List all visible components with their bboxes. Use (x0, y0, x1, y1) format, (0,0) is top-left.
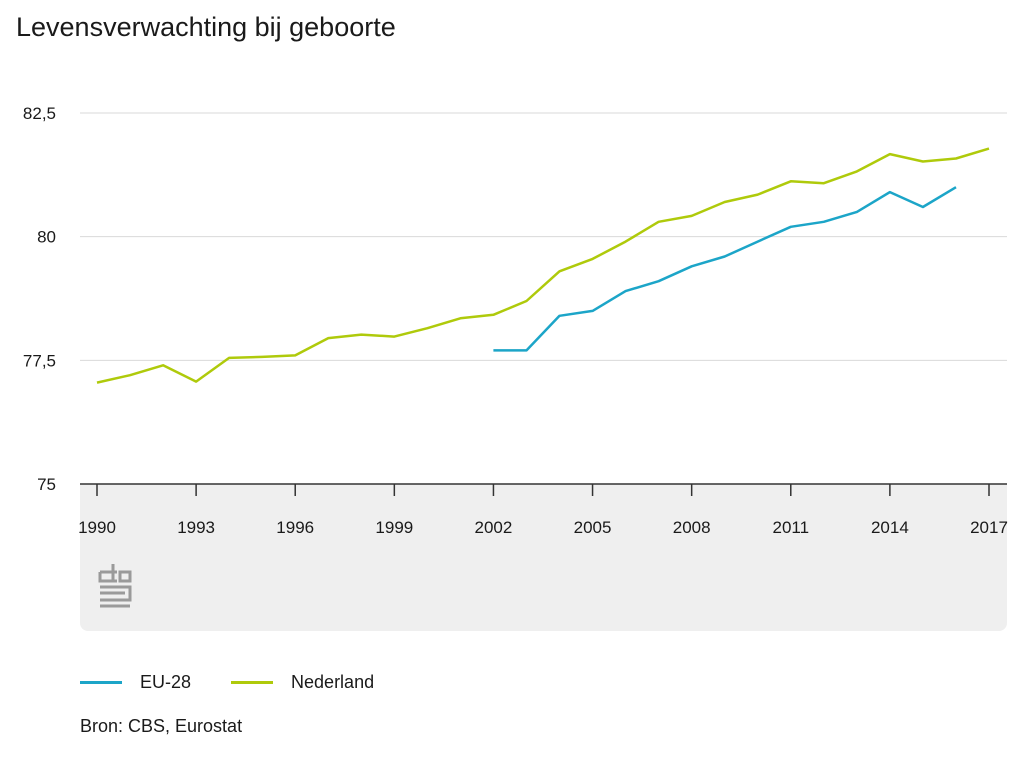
chart-title: Levensverwachting bij geboorte (16, 12, 396, 42)
x-tick-label: 2008 (673, 518, 711, 537)
legend-swatch-eu28 (80, 681, 122, 684)
x-tick-label: 2005 (574, 518, 612, 537)
y-tick-label: 77,5 (23, 351, 56, 370)
legend-item-eu28: EU-28 (80, 672, 191, 693)
y-tick-label: 82,5 (23, 104, 56, 123)
series-line-nederland (96, 147, 990, 384)
x-tick-label: 1999 (375, 518, 413, 537)
legend-label-eu28: EU-28 (140, 672, 192, 692)
series-line-eu-28 (493, 186, 957, 352)
y-tick-label: 75 (37, 475, 56, 494)
x-axis: 1990 1993 1996 1999 2002 2005 2008 2011 2014 2017 (78, 483, 1008, 537)
legend-label-nederland: Nederland (291, 672, 375, 692)
x-tick-label: 2017 (970, 518, 1008, 537)
gridlines (80, 112, 1007, 361)
series-lines (96, 147, 990, 384)
x-tick-label: 2011 (772, 518, 809, 537)
x-tick-label: 2002 (475, 518, 513, 537)
x-tick-label: 1990 (78, 518, 116, 537)
x-axis-band (80, 484, 1007, 631)
cbs-logo-icon (98, 564, 132, 608)
legend-swatch-nederland (231, 681, 274, 684)
legend: EU-28 Nederland (80, 672, 414, 693)
x-tick-label: 1996 (276, 518, 314, 537)
y-axis-labels: 75 77,5 80 82,5 (23, 104, 56, 494)
source-note: Bron: CBS, Eurostat (80, 716, 243, 736)
legend-item-nederland: Nederland (231, 672, 374, 693)
x-tick-label: 1993 (177, 518, 215, 537)
x-tick-label: 2014 (871, 518, 909, 537)
y-tick-label: 80 (37, 228, 56, 247)
